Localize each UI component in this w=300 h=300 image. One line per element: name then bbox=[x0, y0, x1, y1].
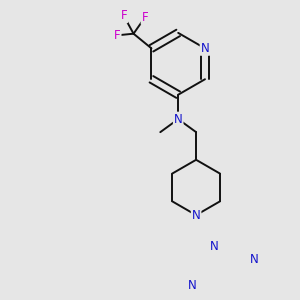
Text: N: N bbox=[174, 112, 183, 126]
Text: F: F bbox=[114, 29, 121, 42]
Text: F: F bbox=[142, 11, 148, 24]
Text: N: N bbox=[210, 240, 219, 253]
Text: N: N bbox=[201, 42, 209, 55]
Text: N: N bbox=[210, 240, 219, 253]
Text: N: N bbox=[250, 254, 259, 266]
Text: F: F bbox=[121, 9, 127, 22]
Text: N: N bbox=[188, 279, 197, 292]
Text: N: N bbox=[192, 208, 200, 222]
